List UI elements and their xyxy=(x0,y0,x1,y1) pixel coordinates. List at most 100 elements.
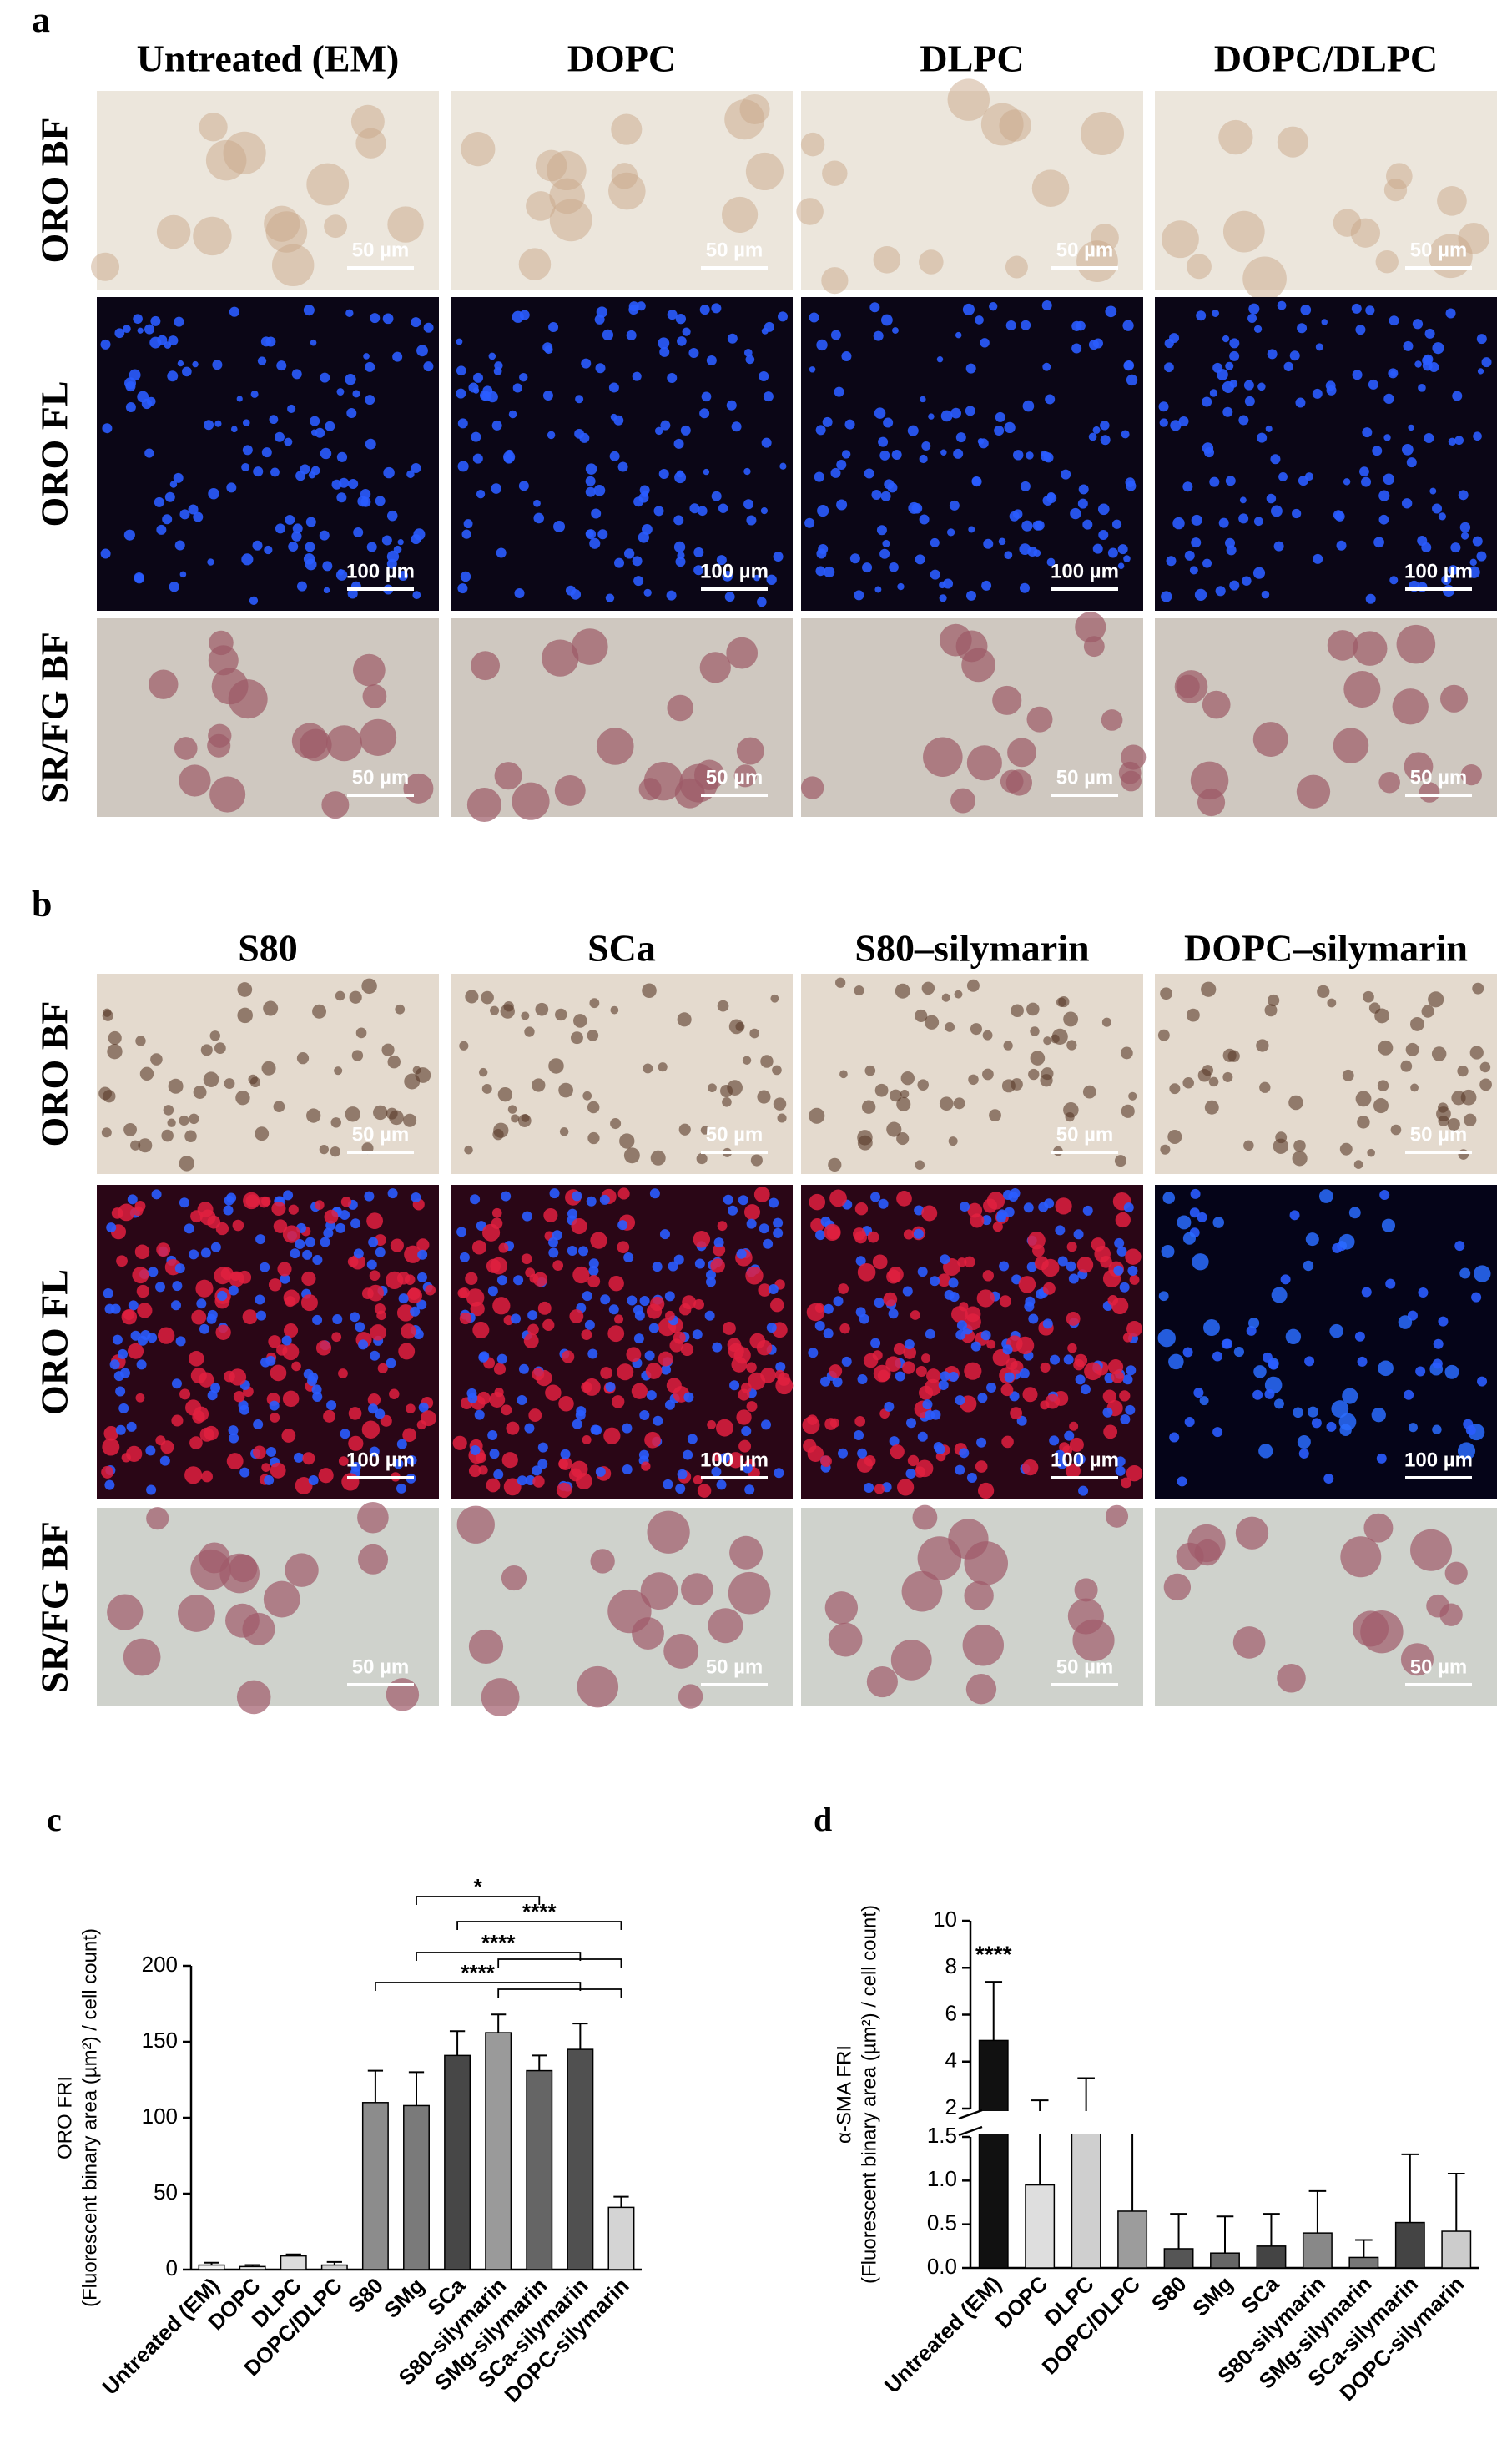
nucleus xyxy=(1465,1424,1476,1435)
nucleus xyxy=(1184,550,1195,561)
micrograph: 50 µm xyxy=(451,1505,793,1716)
cell xyxy=(156,1242,171,1257)
nucleus xyxy=(902,1286,913,1297)
nucleus xyxy=(265,1355,276,1366)
nucleus xyxy=(1244,396,1255,406)
cell xyxy=(696,1153,708,1165)
cell xyxy=(590,1549,615,1574)
cell xyxy=(139,1066,154,1081)
nucleus xyxy=(260,336,271,347)
cell xyxy=(710,1258,725,1273)
panel-label: c xyxy=(47,1801,62,1838)
cell xyxy=(679,763,718,803)
cell xyxy=(508,410,517,419)
cell xyxy=(1398,1315,1413,1329)
nucleus xyxy=(775,1362,786,1373)
cell xyxy=(406,1287,422,1304)
x-tick-label: S80 xyxy=(343,2273,388,2318)
nucleus xyxy=(878,1198,889,1209)
nucleus xyxy=(1422,355,1433,366)
cell xyxy=(697,1484,712,1498)
cell xyxy=(1065,1463,1081,1479)
nucleus xyxy=(667,310,678,320)
nucleus xyxy=(398,1293,409,1304)
cell xyxy=(457,461,469,472)
nucleus xyxy=(1004,1372,1015,1383)
cell xyxy=(207,733,231,758)
cell xyxy=(1474,1265,1491,1282)
cell xyxy=(920,1353,931,1363)
cell xyxy=(401,1323,416,1339)
cell xyxy=(413,528,426,541)
cell xyxy=(1327,630,1358,661)
nucleus xyxy=(660,420,671,431)
nucleus xyxy=(264,1474,275,1485)
cell xyxy=(303,305,315,316)
cell xyxy=(745,355,755,365)
cell xyxy=(185,1399,202,1416)
nucleus xyxy=(1289,1210,1300,1221)
cell xyxy=(1307,1406,1318,1418)
cell xyxy=(468,1464,481,1478)
cell xyxy=(834,386,844,397)
cell xyxy=(1161,591,1172,602)
nucleus xyxy=(102,423,113,434)
cell xyxy=(1114,1155,1126,1167)
nucleus xyxy=(731,421,742,432)
cell xyxy=(299,728,332,762)
nucleus xyxy=(275,523,285,534)
axis-break xyxy=(960,2111,1481,2134)
nucleus xyxy=(1082,1205,1093,1216)
cell xyxy=(896,1190,912,1207)
cell xyxy=(982,1270,994,1282)
nucleus xyxy=(1221,1338,1232,1349)
scale-bar-label: 50 µm xyxy=(1410,1123,1468,1146)
nucleus xyxy=(1102,1407,1113,1418)
cell xyxy=(954,990,963,999)
nucleus xyxy=(522,1211,532,1222)
nucleus xyxy=(365,361,375,372)
nucleus xyxy=(633,1304,643,1315)
cell xyxy=(465,1272,478,1286)
cell xyxy=(1297,1435,1311,1449)
nucleus xyxy=(673,1254,684,1265)
nucleus xyxy=(104,1479,115,1490)
nucleus xyxy=(1433,1338,1444,1349)
cell xyxy=(1201,981,1217,997)
cell xyxy=(1261,590,1270,599)
cell xyxy=(722,1322,736,1335)
significance-bracket xyxy=(375,1982,582,1991)
cell xyxy=(209,1030,220,1041)
nucleus xyxy=(146,1484,157,1495)
nucleus xyxy=(470,1444,481,1455)
cell xyxy=(488,352,496,360)
cell xyxy=(982,1068,994,1081)
cell xyxy=(921,981,935,995)
scale-bar-label: 100 µm xyxy=(1051,560,1119,582)
cell xyxy=(237,1007,253,1024)
nucleus xyxy=(276,360,287,371)
nucleus xyxy=(156,524,167,535)
cell xyxy=(1381,1218,1396,1232)
nucleus xyxy=(224,1195,234,1206)
cell xyxy=(681,1573,713,1605)
cell xyxy=(645,1363,663,1379)
cell xyxy=(757,1090,771,1104)
cell xyxy=(1011,1004,1024,1018)
nucleus xyxy=(496,547,507,558)
scale-bar-label: 50 µm xyxy=(1410,1655,1468,1678)
cell xyxy=(1473,431,1482,441)
scale-bar-label: 50 µm xyxy=(1056,1655,1114,1678)
nucleus xyxy=(704,1310,715,1321)
cell xyxy=(114,328,125,339)
nucleus xyxy=(649,1188,660,1199)
cell xyxy=(1278,472,1288,481)
cell xyxy=(718,503,728,513)
nucleus xyxy=(862,562,873,573)
cell xyxy=(1125,1248,1142,1265)
cell xyxy=(357,1501,389,1534)
cell xyxy=(229,1271,244,1287)
cell xyxy=(402,1428,416,1443)
cell xyxy=(1333,728,1369,763)
nucleus xyxy=(976,1437,987,1448)
